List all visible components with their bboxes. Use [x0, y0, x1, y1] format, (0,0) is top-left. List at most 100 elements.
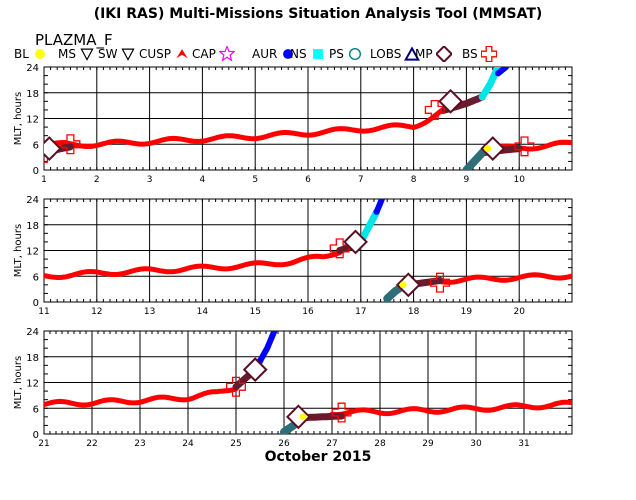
panel-2: 11 12 13 14 15 16 17 18 19 20 0 6 12 18 24 MLT, hours — [13, 195, 573, 317]
x-tick-label: 19 — [461, 307, 473, 317]
mission-name: PLAZMA_F — [35, 31, 113, 49]
y-tick-label: 12 — [26, 247, 39, 258]
y-tick-label: 18 — [26, 353, 39, 364]
x-tick-label: 4 — [200, 175, 206, 185]
series-aur — [257, 331, 278, 364]
legend-label: BL — [14, 47, 29, 61]
y-tick-label: 6 — [33, 272, 39, 283]
x-tick-label: 21 — [38, 439, 49, 449]
marker-bs-icon — [331, 402, 352, 423]
x-tick-label: 5 — [252, 175, 258, 185]
marker-bl-icon — [299, 413, 307, 421]
legend-item-lobs: LOBS — [370, 46, 421, 62]
series-sw — [44, 386, 239, 408]
marker-bs-icon — [60, 134, 81, 155]
marker-mp-icon — [343, 229, 368, 255]
legend-label: NS — [290, 47, 307, 61]
bl-symbol-icon — [35, 49, 45, 59]
marker-bs-icon — [429, 272, 451, 293]
x-tick-label: 13 — [144, 307, 155, 317]
legend-label: MS — [58, 47, 76, 61]
y-axis-label: MLT, hours — [13, 356, 24, 409]
y-axis-label: MLT, hours — [13, 92, 24, 145]
y-tick-label: 6 — [33, 404, 39, 415]
y-tick-label: 0 — [33, 298, 39, 309]
marker-bl-icon — [484, 145, 492, 153]
legend-item-aur: AUR — [252, 46, 296, 62]
legend-item-ps: PS — [329, 46, 363, 62]
legend-symbol — [121, 48, 136, 61]
legend-symbol — [435, 46, 452, 62]
legend-symbol — [348, 47, 361, 61]
series-sw — [329, 399, 572, 418]
y-tick-label: 24 — [26, 327, 39, 338]
marker-bs-icon — [329, 238, 350, 259]
x-tick-label: 28 — [374, 439, 386, 449]
legend-label: LOBS — [370, 47, 402, 61]
x-tick-label: 2 — [94, 175, 100, 185]
x-tick-label: 14 — [197, 307, 209, 317]
series-aur — [373, 199, 385, 215]
y-tick-label: 6 — [33, 140, 39, 151]
lobs-symbol-icon — [404, 46, 421, 61]
x-axis-caption: October 2015 — [264, 449, 372, 465]
x-tick-label: 17 — [355, 307, 366, 317]
plot-area — [44, 67, 572, 170]
legend-symbol — [176, 49, 188, 59]
legend-symbol — [480, 46, 497, 62]
y-axis-label: MLT, hours — [13, 224, 24, 277]
legend-item-ms: MS — [58, 46, 95, 62]
bs-symbol-icon — [480, 46, 497, 62]
legend-label: PS — [329, 47, 344, 61]
y-tick-label: 0 — [33, 166, 39, 177]
series-sw — [44, 250, 343, 280]
marker-mp-icon — [438, 88, 463, 114]
x-tick-label: 12 — [91, 307, 102, 317]
marker-bs-icon — [424, 99, 445, 120]
x-tick-label: 26 — [278, 439, 290, 449]
plot-area — [44, 331, 572, 434]
mp-symbol-icon — [435, 46, 452, 62]
legend-symbol — [218, 46, 235, 62]
marker-mp-icon — [395, 272, 421, 298]
legend-label: CUSP — [139, 47, 172, 61]
legend-symbol — [80, 48, 94, 61]
legend-item-cap: CAP — [192, 46, 235, 62]
x-tick-label: 11 — [38, 307, 49, 317]
marker-mp-icon — [44, 136, 62, 161]
y-tick-label: 24 — [26, 63, 39, 74]
y-tick-label: 12 — [26, 115, 39, 126]
y-tick-label: 18 — [26, 221, 39, 232]
legend-item-sw: SW — [98, 46, 136, 62]
x-tick-label: 31 — [518, 439, 529, 449]
x-tick-label: 27 — [326, 439, 337, 449]
x-tick-label: 1 — [41, 175, 47, 185]
legend-label: SW — [98, 47, 118, 61]
legend-label: MP — [415, 47, 433, 61]
x-tick-label: 16 — [302, 307, 314, 317]
marker-bs-icon — [514, 136, 535, 157]
marker-mp-icon — [480, 136, 506, 161]
series-ps — [462, 148, 487, 170]
series-sw — [490, 139, 572, 152]
x-tick-label: 20 — [513, 307, 525, 317]
marker-bs-icon — [226, 376, 246, 397]
x-tick-label: 23 — [134, 439, 145, 449]
sw-symbol-icon — [121, 48, 136, 61]
y-tick-label: 12 — [26, 379, 39, 390]
legend-item-ns: NS — [290, 46, 326, 62]
x-tick-label: 3 — [147, 175, 153, 185]
x-tick-label: 15 — [249, 307, 260, 317]
ps-symbol-icon — [348, 47, 361, 61]
ns-symbol-icon — [312, 49, 323, 59]
x-tick-label: 18 — [408, 307, 420, 317]
x-tick-label: 24 — [182, 439, 194, 449]
x-tick-label: 22 — [86, 439, 97, 449]
legend-label: AUR — [252, 47, 278, 61]
legend-symbol — [283, 49, 294, 59]
x-tick-label: 8 — [411, 175, 417, 185]
legend: BL MS SW CUSP CAP AUR NS PS LOBS MP BS — [0, 46, 636, 62]
series-sw — [44, 105, 448, 149]
series-aur — [495, 67, 509, 77]
